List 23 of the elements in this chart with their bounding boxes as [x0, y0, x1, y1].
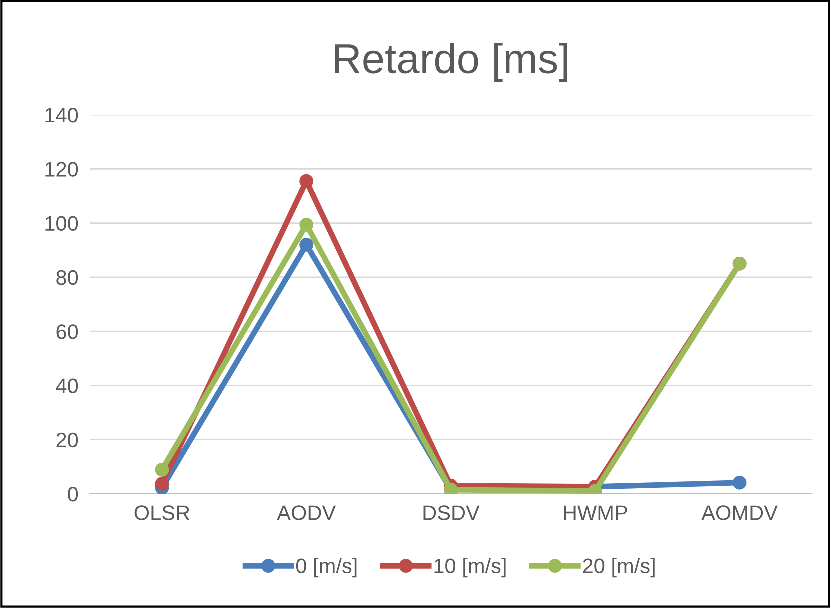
chart-title: Retardo [ms]	[335, 43, 568, 82]
legend-label: 10 [m/s]	[434, 558, 506, 578]
y-tick-label: 80	[56, 270, 78, 286]
y-tick-label: 140	[46, 108, 78, 123]
point	[732, 476, 747, 490]
x-tick-label: OLSR	[134, 506, 190, 520]
y-tick-label: 100	[46, 216, 78, 232]
y-tick-label: 20	[56, 432, 78, 448]
legend-label: 0 [m/s]	[296, 558, 357, 578]
x-tick-label: DSDV	[424, 506, 480, 520]
point	[300, 174, 314, 188]
x-tick-label: AOMDV	[702, 506, 778, 520]
y-tick-label: 120	[46, 162, 78, 177]
point	[155, 462, 170, 477]
y-tick-label: 40	[56, 378, 78, 394]
point	[300, 218, 314, 232]
x-tick-label: HWMP	[564, 506, 628, 520]
legend-label: 20 [m/s]	[583, 558, 655, 578]
point	[300, 238, 314, 252]
x-tick-label: AODV	[277, 506, 336, 520]
y-tick-label: 60	[56, 324, 78, 340]
y-tick-label: 0	[68, 487, 78, 502]
point	[155, 477, 170, 491]
